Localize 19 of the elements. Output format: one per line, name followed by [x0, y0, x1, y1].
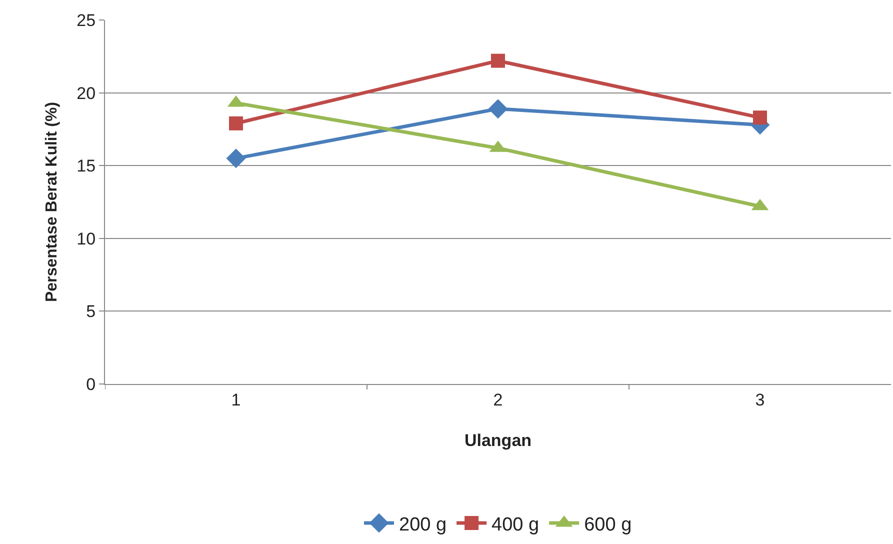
legend-label: 200 g [399, 514, 447, 536]
y-tick-label: 25 [76, 10, 96, 30]
x-tick-label: 3 [755, 390, 765, 410]
y-tick-label: 0 [86, 374, 96, 394]
x-axis-title: Ulangan [464, 430, 532, 450]
legend-label: 600 g [584, 514, 632, 536]
point [488, 99, 508, 119]
point [229, 116, 243, 130]
x-tick-label: 2 [493, 390, 503, 410]
point [226, 148, 246, 168]
y-axis-title: Persentase Berat Kulit (%) [44, 102, 61, 302]
y-tick-label: 10 [76, 229, 96, 248]
y-tick-label: 20 [76, 84, 96, 103]
y-tick-label: 15 [76, 156, 96, 176]
point [753, 110, 767, 125]
legend-label: 400 g [492, 514, 540, 536]
point [491, 54, 505, 68]
y-tick-label: 5 [86, 302, 96, 322]
x-tick-label: 1 [231, 390, 241, 410]
